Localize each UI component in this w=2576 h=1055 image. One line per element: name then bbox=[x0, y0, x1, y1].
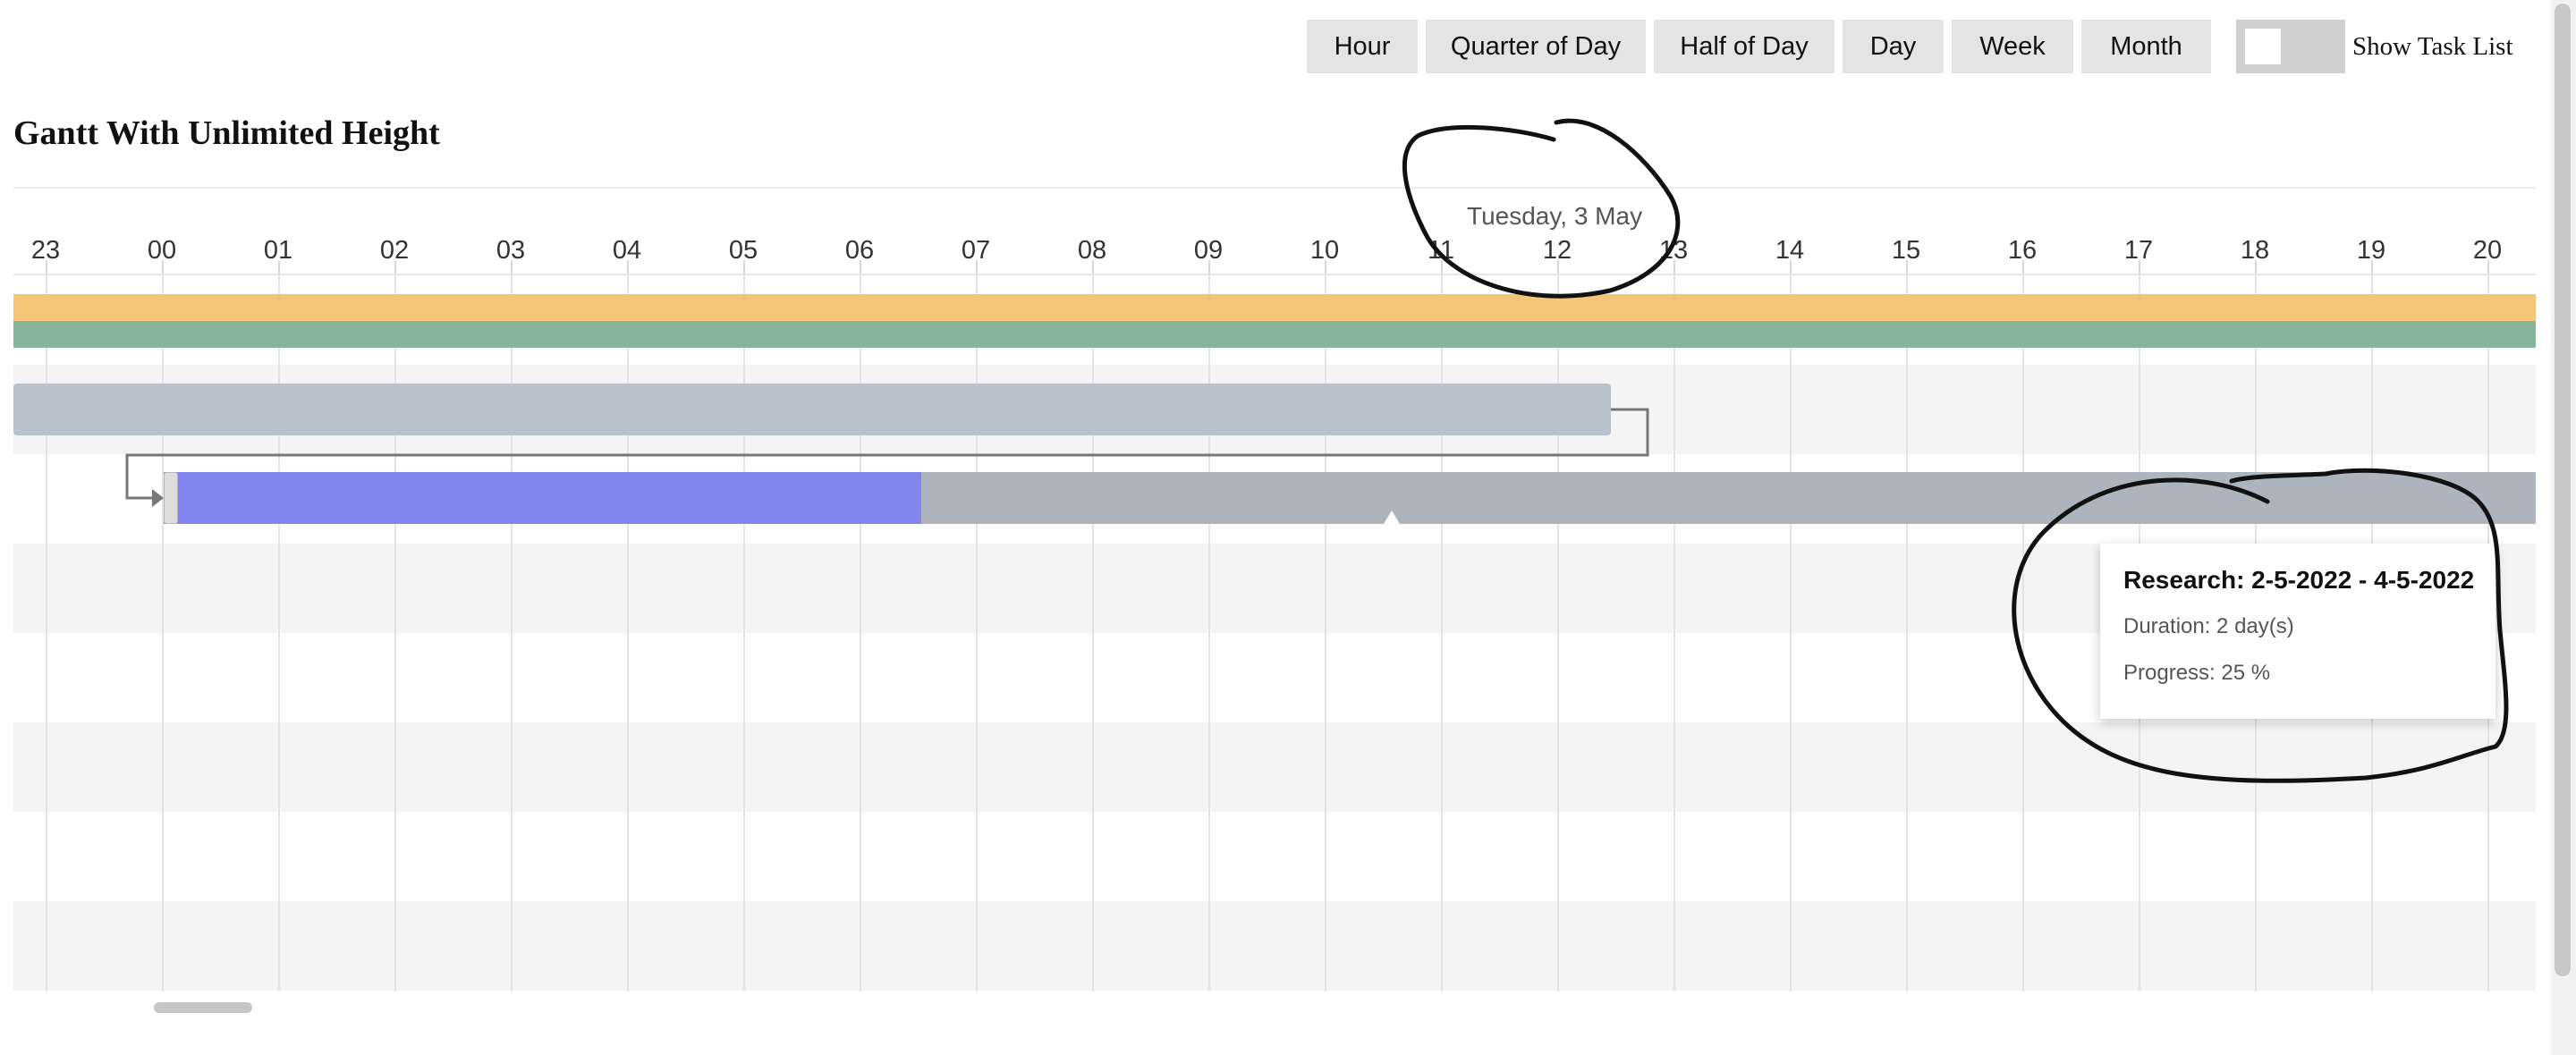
tooltip-progress: Progress: 25 % bbox=[2123, 661, 2271, 685]
hour-label: 07 bbox=[961, 236, 991, 265]
task-tooltip: Research: 2-5-2022 - 4-5-2022 Duration: … bbox=[2100, 544, 2496, 719]
hour-label: 16 bbox=[2007, 236, 2038, 265]
view-mode-week-button[interactable]: Week bbox=[1952, 20, 2073, 73]
hour-label: 14 bbox=[1775, 236, 1805, 265]
hour-gridline bbox=[1790, 274, 1792, 992]
hour-tick bbox=[976, 260, 978, 275]
hour-gridline bbox=[1092, 274, 1094, 992]
hour-tick bbox=[2255, 260, 2257, 275]
grid-row bbox=[13, 722, 2536, 812]
tooltip-title: Research: 2-5-2022 - 4-5-2022 bbox=[2123, 566, 2475, 594]
task-list-toggle-label: Show Task List bbox=[2352, 32, 2513, 61]
date-header: Tuesday, 3 May bbox=[1467, 202, 1643, 230]
hour-tick bbox=[1906, 260, 1908, 275]
progress-handle[interactable] bbox=[1384, 511, 1400, 524]
task-start-handle[interactable] bbox=[164, 472, 178, 524]
hour-tick bbox=[1092, 260, 1094, 275]
hour-label: 05 bbox=[728, 236, 758, 265]
hour-tick bbox=[743, 260, 745, 275]
hour-label: 10 bbox=[1309, 236, 1340, 265]
hour-label: 12 bbox=[1542, 236, 1572, 265]
hour-gridline bbox=[1674, 274, 1675, 992]
hour-tick bbox=[2139, 260, 2140, 275]
view-mode-day-button[interactable]: Day bbox=[1843, 20, 1944, 73]
hour-gridline bbox=[860, 274, 861, 992]
hour-label: 00 bbox=[147, 236, 177, 265]
hour-label: 17 bbox=[2123, 236, 2154, 265]
hour-tick bbox=[627, 260, 629, 275]
hour-label: 18 bbox=[2240, 236, 2270, 265]
hour-tick bbox=[1208, 260, 1210, 275]
page-title: Gantt With Unlimited Height bbox=[13, 114, 440, 152]
hour-label: 19 bbox=[2356, 236, 2386, 265]
hour-tick bbox=[2487, 260, 2489, 275]
task-bar-project[interactable] bbox=[13, 384, 1611, 435]
view-mode-hour-button[interactable]: Hour bbox=[1307, 20, 1418, 73]
hour-label: 20 bbox=[2472, 236, 2503, 265]
hour-gridline bbox=[394, 274, 396, 992]
hour-label: 15 bbox=[1891, 236, 1921, 265]
hour-tick bbox=[394, 260, 396, 275]
view-mode-half-day-button[interactable]: Half of Day bbox=[1654, 20, 1835, 73]
hour-tick bbox=[1790, 260, 1792, 275]
hour-tick bbox=[1325, 260, 1326, 275]
highlight-band-secondary bbox=[13, 321, 2536, 348]
hour-label: 08 bbox=[1077, 236, 1107, 265]
hour-gridline bbox=[1208, 274, 1210, 992]
hour-gridline bbox=[2022, 274, 2024, 992]
highlight-band-today bbox=[13, 294, 2536, 321]
gantt-top-border bbox=[13, 187, 2536, 189]
hour-gridline bbox=[743, 274, 745, 992]
hour-label: 03 bbox=[496, 236, 526, 265]
hour-gridline bbox=[1441, 274, 1443, 992]
hour-tick bbox=[2022, 260, 2024, 275]
hour-label: 02 bbox=[379, 236, 410, 265]
task-progress-fill bbox=[164, 472, 921, 524]
hour-gridline bbox=[278, 274, 280, 992]
hour-tick bbox=[2371, 260, 2373, 275]
hour-tick bbox=[162, 260, 164, 275]
hour-tick bbox=[511, 260, 513, 275]
hour-label: 23 bbox=[30, 236, 61, 265]
hour-label: 11 bbox=[1427, 236, 1455, 265]
tooltip-duration: Duration: 2 day(s) bbox=[2123, 614, 2294, 638]
grid-row bbox=[13, 901, 2536, 991]
hour-label: 06 bbox=[844, 236, 875, 265]
hour-label: 13 bbox=[1658, 236, 1689, 265]
hour-gridline bbox=[976, 274, 978, 992]
hour-gridline bbox=[511, 274, 513, 992]
task-list-toggle[interactable] bbox=[2236, 20, 2345, 73]
hour-gridline bbox=[162, 274, 164, 992]
hour-label: 09 bbox=[1193, 236, 1224, 265]
hour-gridline bbox=[1557, 274, 1559, 992]
hour-gridline bbox=[627, 274, 629, 992]
hour-tick bbox=[278, 260, 280, 275]
horizontal-scrollbar-thumb[interactable] bbox=[154, 1002, 252, 1013]
view-mode-month-button[interactable]: Month bbox=[2081, 20, 2211, 73]
hour-tick bbox=[860, 260, 861, 275]
hour-tick bbox=[46, 260, 47, 275]
vertical-scrollbar-thumb[interactable] bbox=[2555, 4, 2571, 976]
hour-gridline bbox=[46, 274, 47, 992]
hour-gridline bbox=[1325, 274, 1326, 992]
header-border bbox=[13, 274, 2536, 275]
hour-label: 04 bbox=[612, 236, 642, 265]
view-mode-quarter-day-button[interactable]: Quarter of Day bbox=[1426, 20, 1646, 73]
task-bar-research[interactable] bbox=[164, 472, 2536, 524]
toggle-knob bbox=[2245, 29, 2281, 64]
hour-label: 01 bbox=[263, 236, 293, 265]
hour-gridline bbox=[1906, 274, 1908, 992]
